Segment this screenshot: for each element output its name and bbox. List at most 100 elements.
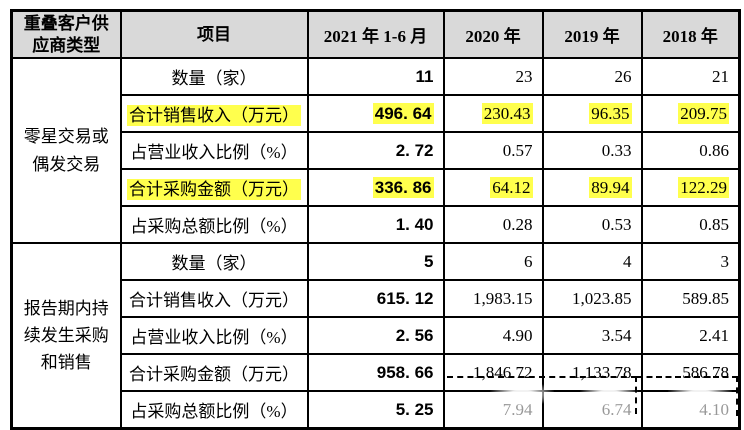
value-cell: 6.74 (541, 390, 643, 430)
row-label-text: 数量（家） (171, 254, 257, 273)
value-text: 26 (614, 66, 632, 86)
value-text: 496. 64 (372, 102, 434, 124)
table-row: 占营业收入比例（%） 2. 56 4.90 3.54 2.41 (12, 316, 741, 355)
row-label-text: 合计销售收入（万元） (127, 105, 301, 126)
value-text: 1,133.78 (572, 362, 632, 382)
table-row: 占采购总额比例（%） 1. 40 0.28 0.53 0.85 (12, 205, 741, 244)
value-cell: 5 (306, 242, 445, 281)
value-text: 4 (623, 251, 632, 271)
value-text: 1,983.15 (473, 288, 533, 308)
row-label: 合计采购金额（万元） (119, 353, 309, 392)
value-cell: 7.94 (442, 390, 544, 430)
value-cell: 0.28 (442, 205, 544, 244)
value-text: 2.41 (699, 325, 729, 345)
value-text: 1. 40 (395, 214, 434, 234)
header-type-col: 重叠客户供应商类型 (10, 9, 122, 59)
row-label: 合计采购金额（万元） (119, 168, 309, 207)
value-cell: 96.35 (541, 94, 643, 133)
value-cell: 0.53 (541, 205, 643, 244)
value-text: 11 (415, 66, 434, 86)
row-label: 数量（家） (119, 242, 309, 281)
row-label: 占营业收入比例（%） (119, 131, 309, 170)
value-cell: 1. 40 (306, 205, 445, 244)
value-cell: 5. 25 (306, 390, 445, 430)
value-text-redacted: 6.74 (601, 399, 632, 419)
value-text-redacted: 4.10 (699, 399, 729, 419)
value-cell: 1,846.72 (442, 353, 544, 392)
value-text: 4.90 (502, 325, 533, 345)
value-cell: 0.86 (640, 131, 741, 170)
value-cell: 23 (442, 57, 544, 96)
value-cell: 958. 66 (306, 353, 445, 392)
value-text: 96.35 (589, 102, 632, 124)
value-text: 1,846.72 (473, 362, 533, 382)
row-label: 占营业收入比例（%） (119, 316, 309, 355)
value-cell: 589.85 (640, 279, 741, 318)
value-cell: 122.29 (640, 168, 741, 207)
header-period-2019: 2019 年 (541, 9, 643, 59)
value-cell: 1,133.78 (541, 353, 643, 392)
row-label: 数量（家） (119, 57, 309, 96)
value-text: 6 (524, 251, 533, 271)
overlap-customer-supplier-table: 重叠客户供应商类型 项目 2021 年 1-6 月 2020 年 2019 年 … (10, 9, 741, 430)
value-cell: 64.12 (442, 168, 544, 207)
value-text: 3 (720, 251, 730, 271)
value-text: 615. 12 (376, 288, 434, 308)
value-text: 64.12 (490, 176, 533, 198)
row-label-text: 占营业收入比例（%） (130, 328, 298, 347)
value-cell: 2. 72 (306, 131, 445, 170)
value-cell: 1,023.85 (541, 279, 643, 318)
value-text: 89.94 (589, 176, 632, 198)
value-cell: 3.54 (541, 316, 643, 355)
value-cell: 2. 56 (306, 316, 445, 355)
value-cell: 89.94 (541, 168, 643, 207)
table-row: 零星交易或偶发交易 数量（家） 11 23 26 21 (10, 57, 741, 244)
row-label-text: 占采购总额比例（%） (130, 402, 298, 421)
value-text: 586.78 (682, 362, 729, 382)
value-text: 209.75 (678, 102, 729, 124)
value-cell: 0.33 (541, 131, 643, 170)
value-cell: 1,983.15 (442, 279, 544, 318)
document-page: 重叠客户供应商类型 项目 2021 年 1-6 月 2020 年 2019 年 … (10, 9, 741, 430)
value-cell: 21 (640, 57, 741, 96)
group-label-sporadic: 零星交易或偶发交易 (10, 57, 122, 244)
value-cell: 4.90 (442, 316, 544, 355)
value-text: 122.29 (678, 176, 729, 198)
value-text: 0.53 (601, 214, 632, 234)
table-row: 占采购总额比例（%） 5. 25 7.94 6.74 4.10 (12, 390, 741, 430)
value-text: 0.85 (699, 214, 729, 234)
value-cell: 4 (541, 242, 643, 281)
group-label-recurring: 报告期内持续发生采购和销售 (10, 242, 122, 430)
value-cell: 2.41 (640, 316, 741, 355)
value-text: 958. 66 (376, 362, 434, 382)
row-label-text: 合计采购金额（万元） (129, 365, 299, 384)
value-text: 0.28 (502, 214, 533, 234)
table-row: 占营业收入比例（%） 2. 72 0.57 0.33 0.86 (12, 131, 741, 170)
header-period-2020: 2020 年 (442, 9, 544, 59)
value-text: 3.54 (601, 325, 632, 345)
table-row: 合计销售收入（万元） 615. 12 1,983.15 1,023.85 589… (12, 279, 741, 318)
value-cell: 615. 12 (306, 279, 445, 318)
value-text: 0.86 (699, 140, 729, 160)
value-text: 5 (424, 251, 434, 271)
value-cell: 6 (442, 242, 544, 281)
row-label: 合计销售收入（万元） (119, 279, 309, 318)
table-row: 合计采购金额（万元） 336. 86 64.12 89.94 122.29 (12, 168, 741, 207)
table-row: 报告期内持续发生采购和销售 数量（家） 5 6 4 3 (10, 242, 741, 430)
row-label: 合计销售收入（万元） (119, 94, 309, 133)
value-cell: 0.57 (442, 131, 544, 170)
value-cell: 11 (306, 57, 445, 96)
row-label-text: 占采购总额比例（%） (130, 217, 298, 236)
value-cell: 209.75 (640, 94, 741, 133)
table-row: 合计销售收入（万元） 496. 64 230.43 96.35 209.75 (12, 94, 741, 133)
value-text: 2. 72 (395, 140, 434, 160)
header-item-col: 项目 (119, 9, 309, 59)
value-cell: 230.43 (442, 94, 544, 133)
value-text: 5. 25 (395, 399, 434, 419)
value-text: 2. 56 (395, 325, 434, 345)
row-label-text: 合计采购金额（万元） (127, 179, 301, 200)
value-cell: 496. 64 (306, 94, 445, 133)
value-cell: 336. 86 (306, 168, 445, 207)
header-period-2021: 2021 年 1-6 月 (306, 9, 445, 59)
header-row: 重叠客户供应商类型 项目 2021 年 1-6 月 2020 年 2019 年 … (10, 9, 741, 59)
